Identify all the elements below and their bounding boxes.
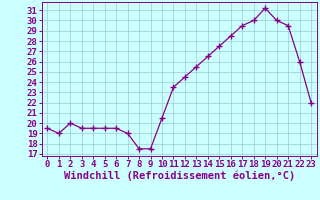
X-axis label: Windchill (Refroidissement éolien,°C): Windchill (Refroidissement éolien,°C) (64, 171, 295, 181)
